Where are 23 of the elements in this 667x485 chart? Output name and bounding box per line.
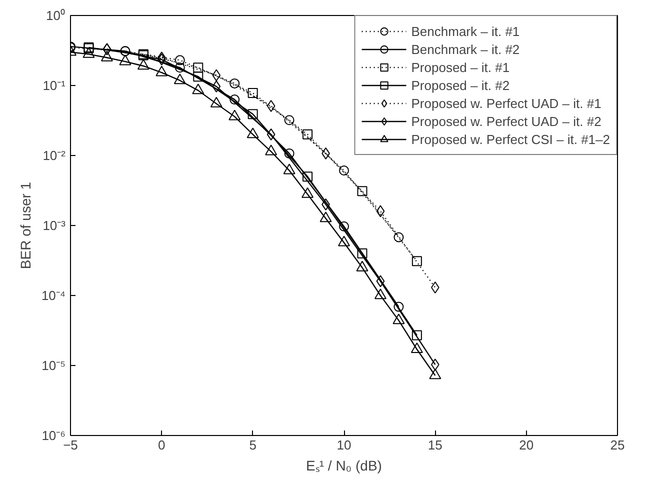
legend-label: Proposed w. Perfect CSI – it. #1–2 xyxy=(411,130,610,148)
legend-label: Proposed w. Perfect UAD – it. #1 xyxy=(411,94,602,112)
x-tick-label: 0 xyxy=(158,438,166,452)
x-tick-label: 20 xyxy=(519,438,534,452)
x-tick-label: 15 xyxy=(428,438,442,452)
legend-label: Proposed – it. #1 xyxy=(411,58,510,76)
x-tick-label: 10 xyxy=(336,438,352,452)
y-tick-label: 10⁻² xyxy=(42,148,66,163)
x-tick-label: 5 xyxy=(249,438,256,452)
legend-label: Benchmark – it. #2 xyxy=(411,40,520,58)
y-tick-label: 10⁻³ xyxy=(42,218,66,233)
y-axis-title: BER of user 1 xyxy=(17,182,34,270)
legend-label: Proposed w. Perfect UAD – it. #2 xyxy=(411,112,602,130)
x-tick-label: 25 xyxy=(610,438,625,452)
y-tick-label: 10⁻¹ xyxy=(42,78,66,93)
y-tick-label: 10⁻⁶ xyxy=(42,428,66,443)
x-tick-label: −5 xyxy=(63,438,78,452)
y-tick-label: 10⁰ xyxy=(46,8,66,23)
y-tick-label: 10⁻⁵ xyxy=(42,358,66,373)
x-axis-title: Eₛ¹ / N₀ (dB) xyxy=(306,458,382,474)
legend-label: Proposed – it. #2 xyxy=(411,76,510,94)
legend-label: Benchmark – it. #1 xyxy=(411,22,520,40)
y-tick-label: 10⁻⁴ xyxy=(41,288,66,303)
